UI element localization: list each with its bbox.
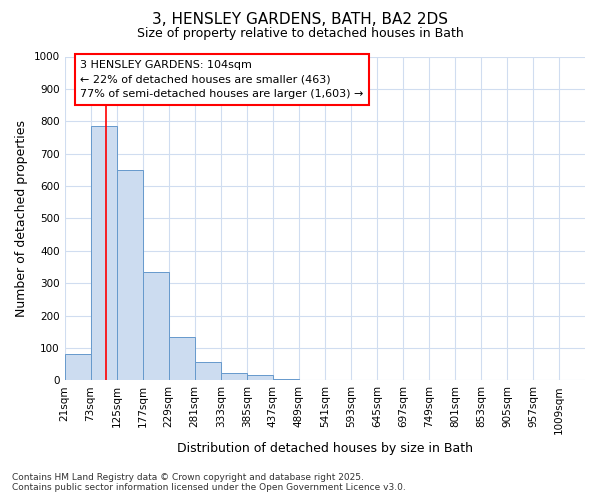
Text: Size of property relative to detached houses in Bath: Size of property relative to detached ho… <box>137 28 463 40</box>
Bar <box>65 354 91 380</box>
Bar <box>247 376 273 380</box>
Bar <box>116 170 143 380</box>
Y-axis label: Number of detached properties: Number of detached properties <box>15 120 28 317</box>
Text: 3, HENSLEY GARDENS, BATH, BA2 2DS: 3, HENSLEY GARDENS, BATH, BA2 2DS <box>152 12 448 28</box>
Bar <box>169 337 194 380</box>
Text: Contains HM Land Registry data © Crown copyright and database right 2025.
Contai: Contains HM Land Registry data © Crown c… <box>12 473 406 492</box>
Bar <box>194 362 221 380</box>
Bar <box>273 378 299 380</box>
Bar <box>143 272 169 380</box>
Bar <box>91 126 116 380</box>
X-axis label: Distribution of detached houses by size in Bath: Distribution of detached houses by size … <box>177 442 473 455</box>
Text: 3 HENSLEY GARDENS: 104sqm
← 22% of detached houses are smaller (463)
77% of semi: 3 HENSLEY GARDENS: 104sqm ← 22% of detac… <box>80 60 364 100</box>
Bar <box>221 373 247 380</box>
